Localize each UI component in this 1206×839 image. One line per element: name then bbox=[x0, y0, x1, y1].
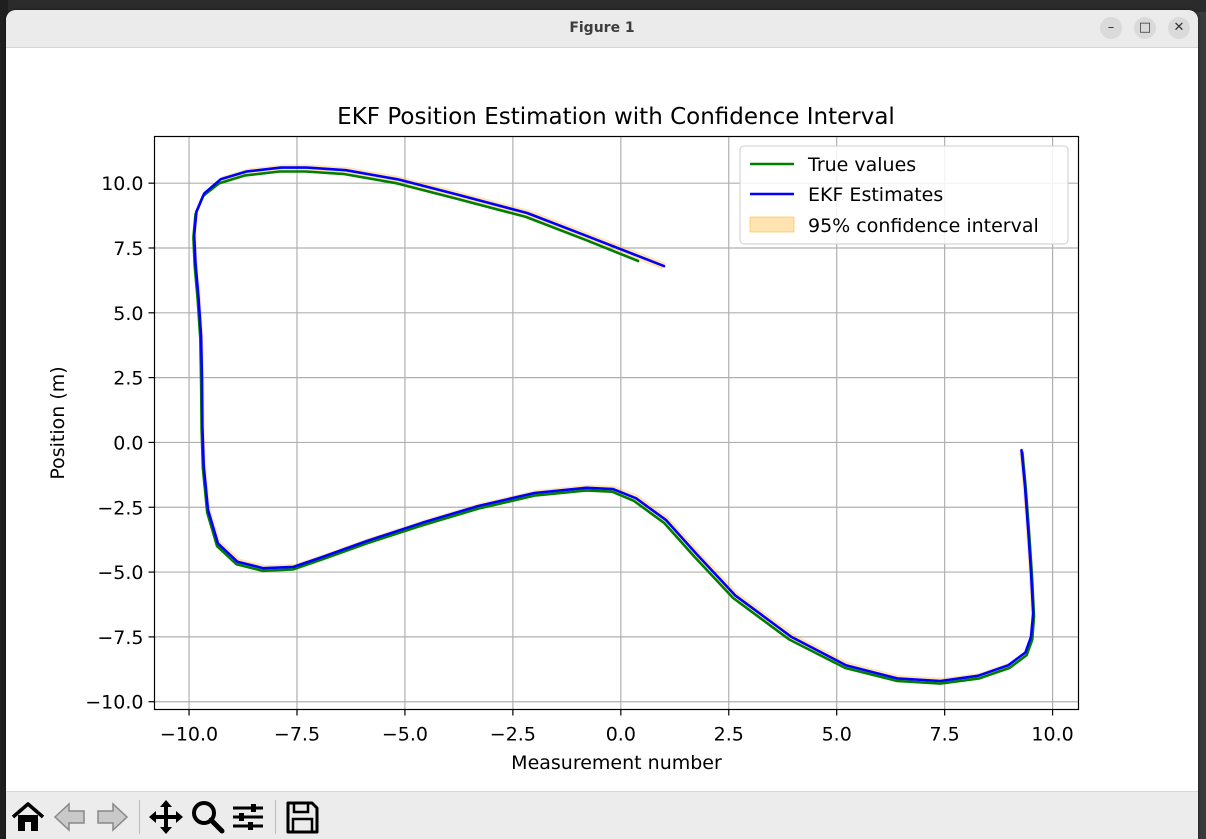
legend-true-label: True values bbox=[807, 154, 916, 176]
x-tick-label: 0.0 bbox=[606, 724, 636, 746]
x-tick-label: 10.0 bbox=[1031, 724, 1073, 746]
y-tick-label: 2.5 bbox=[113, 368, 143, 390]
y-tick-label: −7.5 bbox=[97, 627, 143, 649]
figure-canvas[interactable]: EKF Position Estimation with Confidence … bbox=[6, 48, 1198, 791]
pan-icon bbox=[149, 800, 183, 834]
x-tick-label: 7.5 bbox=[930, 724, 960, 746]
axis-ticks: −10.0 −7.5 −5.0 −2.5 0.0 2.5 5.0 7.5 10.0 10.0 7.5… bbox=[85, 173, 1073, 745]
x-tick-label: 2.5 bbox=[714, 724, 744, 746]
save-button[interactable] bbox=[283, 798, 321, 836]
series-lines bbox=[192, 166, 1036, 685]
pan-button[interactable] bbox=[147, 798, 185, 836]
legend-box bbox=[739, 145, 1069, 245]
window-titlebar[interactable]: Figure 1 – □ ✕ bbox=[6, 10, 1198, 48]
legend-ci-swatch bbox=[749, 216, 795, 233]
y-tick-label: 5.0 bbox=[113, 303, 143, 325]
configure-subplots-button[interactable] bbox=[229, 798, 267, 836]
y-axis-label: Position (m) bbox=[47, 366, 69, 479]
chart-title: EKF Position Estimation with Confidence … bbox=[337, 104, 895, 130]
y-tick-label: −5.0 bbox=[97, 562, 143, 584]
y-tick-label: −10.0 bbox=[85, 692, 143, 714]
true-values-line bbox=[192, 170, 1036, 685]
legend-ci-label: 95% confidence interval bbox=[808, 215, 1039, 237]
home-button[interactable] bbox=[9, 798, 47, 836]
home-icon bbox=[11, 802, 45, 831]
x-axis-label: Measurement number bbox=[511, 752, 722, 774]
y-tick-label: 0.0 bbox=[113, 432, 143, 454]
back-button[interactable] bbox=[51, 798, 89, 836]
matplotlib-toolbar bbox=[6, 791, 1198, 839]
forward-button[interactable] bbox=[93, 798, 131, 836]
configure-subplots-icon bbox=[233, 804, 263, 830]
chart: EKF Position Estimation with Confidence … bbox=[47, 104, 1080, 774]
forward-arrow-icon bbox=[97, 802, 129, 832]
back-arrow-icon bbox=[53, 802, 85, 832]
x-tick-label: −5.0 bbox=[382, 724, 428, 746]
toolbar-separator bbox=[275, 800, 276, 834]
plot-frame bbox=[153, 135, 1080, 711]
x-tick-label: −2.5 bbox=[490, 724, 536, 746]
minimize-button[interactable]: – bbox=[1100, 17, 1122, 39]
desktop-background bbox=[0, 0, 1206, 12]
toolbar-separator bbox=[139, 800, 140, 834]
zoom-icon bbox=[192, 801, 225, 834]
window-title: Figure 1 bbox=[569, 20, 635, 36]
save-icon bbox=[286, 801, 319, 834]
ekf-estimates-line bbox=[192, 166, 1035, 683]
legend-ekf-label: EKF Estimates bbox=[808, 184, 943, 206]
x-tick-label: −10.0 bbox=[160, 724, 218, 746]
x-tick-label: 5.0 bbox=[822, 724, 852, 746]
y-tick-label: 10.0 bbox=[101, 173, 143, 195]
zoom-button[interactable] bbox=[188, 798, 226, 836]
y-tick-label: 7.5 bbox=[113, 238, 143, 260]
close-button[interactable]: ✕ bbox=[1168, 17, 1190, 39]
background-terminal bbox=[0, 0, 8, 839]
legend: True values EKF Estimates 95% confidence… bbox=[739, 145, 1069, 245]
y-tick-label: −2.5 bbox=[97, 497, 143, 519]
figure-window: Figure 1 – □ ✕ EKF Position Estimation w… bbox=[6, 10, 1198, 839]
maximize-button[interactable]: □ bbox=[1134, 17, 1156, 39]
x-tick-label: −7.5 bbox=[274, 724, 320, 746]
